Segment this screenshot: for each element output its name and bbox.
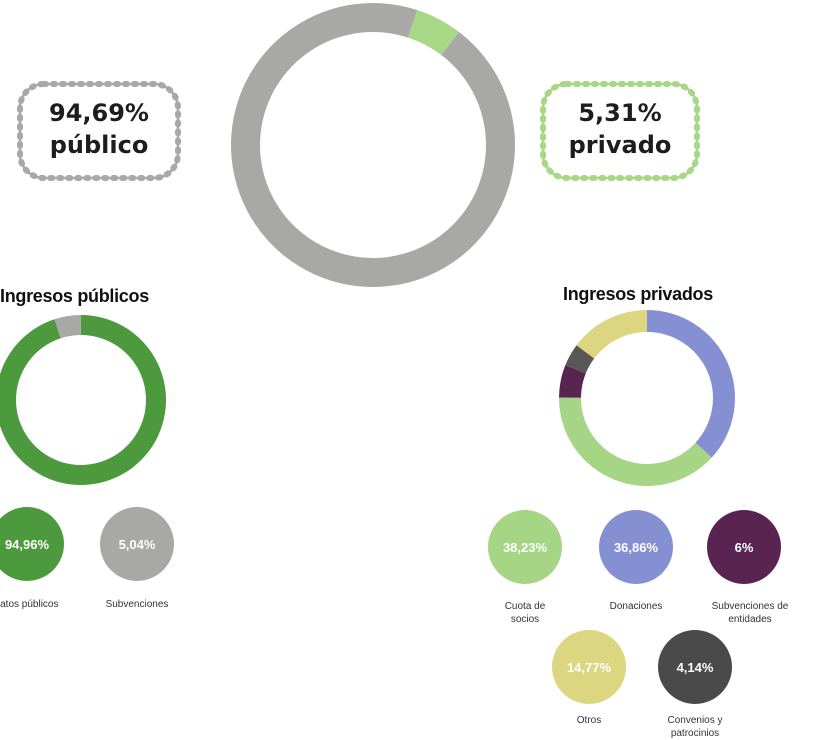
- otros-caption: Otros: [576, 715, 602, 726]
- otros-dot: 14,77%: [552, 630, 626, 704]
- privados-slice-otros: [576, 310, 647, 359]
- publico-percentage: 94,69%: [49, 99, 149, 127]
- subvenciones-de-entidades-caption: Subvenciones de entidades: [711, 601, 789, 625]
- subvenciones-dot: 5,04%: [100, 507, 174, 581]
- donut-chart-privados: [559, 310, 735, 487]
- publicos-slice-tratos-publicos: [0, 315, 166, 485]
- privados-slice-convenios-y-patrocinios: [565, 345, 595, 374]
- cuota-de-socios-dot: 38,23%: [488, 510, 562, 584]
- ingresos-privados-title: Ingresos privados: [563, 284, 713, 304]
- donut-chart-publicos: [0, 315, 166, 485]
- publico-label: público: [49, 131, 149, 159]
- convenios-y-patrocinios-caption: Convenios y patrocinios: [667, 715, 723, 739]
- privado-bubble: 5,31% privado: [537, 78, 703, 184]
- ingresos-publicos-title: Ingresos públicos: [0, 286, 149, 306]
- cuota-de-socios-caption: Cuota de socios: [504, 601, 546, 625]
- publico-bubble-frame: [17, 81, 181, 181]
- tratos-publicos-dot: 94,96%: [0, 507, 64, 581]
- subvenciones-de-entidades-dot: 6%: [707, 510, 781, 584]
- privado-percentage: 5,31%: [578, 99, 662, 127]
- privado-label: privado: [568, 131, 672, 159]
- privados-slice-donaciones: [647, 310, 735, 458]
- donaciones-dot: 36,86%: [599, 510, 673, 584]
- privados-slice-subvenciones-de-entidades: [559, 365, 586, 398]
- tratos-publicos-caption: tratos públicos: [0, 599, 59, 610]
- publico-bubble: 94,69% público: [14, 78, 184, 184]
- convenios-y-patrocinios-dot: 4,14%: [658, 630, 732, 704]
- subvenciones-caption: Subvenciones: [105, 599, 169, 610]
- total-slice-publico: [231, 2, 515, 287]
- donut-chart-total: [231, 2, 515, 287]
- privado-bubble-frame: [540, 81, 700, 181]
- total-slice-privado: [408, 10, 459, 56]
- publicos-slice-subvenciones: [54, 315, 81, 339]
- privados-slice-cuota-de-socios: [559, 397, 712, 487]
- donaciones-caption: Donaciones: [609, 601, 663, 612]
